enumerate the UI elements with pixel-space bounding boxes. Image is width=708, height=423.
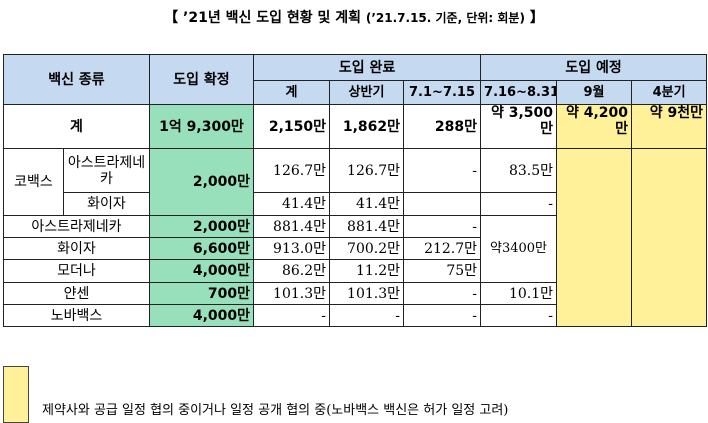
sep-pending-cell [556, 148, 633, 327]
header-first-half: 상반기 [329, 80, 404, 105]
header-jul-16-aug-31: 7.16~8.31 [480, 80, 558, 105]
astra-first-half: 881.4만 [329, 215, 404, 238]
header-q4: 4분기 [631, 80, 708, 105]
pfizer-done: 913.0만 [253, 237, 330, 260]
header-jul-1-15: 7.1~7.15 [402, 80, 482, 105]
novavax-label: 노바백스 [3, 304, 150, 327]
moderna-label: 모더나 [3, 259, 150, 283]
covax-confirmed: 2,000만 [149, 148, 254, 216]
covax-pfizer-jul-1-15 [402, 192, 482, 216]
header-row-1: 백신 종류 도입 확정 도입 완료 도입 예정 [3, 54, 708, 105]
pfizer-moderna-jul-16-aug-31: 약3400만 [480, 215, 558, 283]
astra-done: 881.4만 [253, 215, 330, 238]
q4-pending-cell [631, 148, 708, 327]
total-jul-1-15: 288만 [402, 104, 482, 149]
table-row-total: 계 1억 9,300만 2,150만 1,862만 288만 약 3,500만 … [3, 104, 708, 149]
page-title: 【 ’21년 백신 도입 현황 및 계획 (’21.7.15. 기준, 단위: … [0, 7, 708, 27]
janssen-done: 101.3만 [253, 282, 330, 305]
novavax-first-half: - [329, 304, 404, 327]
total-jul-16-aug-31: 약 3,500만 [480, 104, 558, 149]
covax-group-label: 코백스 [3, 148, 64, 216]
astra-jul-1-15: - [402, 215, 482, 238]
moderna-jul-1-15: 75만 [402, 259, 482, 283]
novavax-jul-16-aug-31: - [480, 304, 558, 327]
table-row-astra: 아스트라제네카 2,000만 881.4만 881.4만 - 약3400만 [3, 215, 707, 283]
total-q4: 약 9천만 [631, 104, 708, 149]
pfizer-jul-1-15: 212.7만 [402, 237, 482, 260]
total-confirmed: 1억 9,300만 [149, 104, 254, 149]
pfizer-confirmed: 6,600만 [149, 237, 254, 260]
header-confirmed: 도입 확정 [149, 54, 254, 105]
table-row-pfizer: 화이자 6,600만 913.0만 700.2만 212.7만 [3, 237, 707, 260]
covax-pfizer-done: 41.4만 [253, 192, 330, 216]
table-row-covax-astra: 코백스 아스트라제네카 2,000만 126.7만 126.7만 - 83.5만 [3, 148, 708, 327]
vaccine-table: 백신 종류 도입 확정 도입 완료 도입 예정 계 상반기 7.1~7.15 7… [3, 54, 708, 327]
moderna-done: 86.2만 [253, 259, 330, 283]
janssen-first-half: 101.3만 [329, 282, 404, 305]
covax-pfizer-label: 화이자 [63, 192, 150, 216]
janssen-jul-16-aug-31: 10.1만 [480, 282, 558, 305]
header-sep: 9월 [556, 80, 633, 105]
covax-astra-done: 126.7만 [253, 148, 330, 193]
header-row-2: 계 상반기 7.1~7.15 7.16~8.31 9월 4분기 [4, 80, 708, 105]
pfizer-first-half: 700.2만 [329, 237, 404, 260]
table-row-moderna: 모더나 4,000만 86.2만 11.2만 75만 [3, 259, 707, 283]
covax-pfizer-first-half: 41.4만 [329, 192, 404, 216]
total-sep: 약 4,200만 [556, 104, 633, 149]
covax-astra-label: 아스트라제네카 [63, 148, 150, 193]
moderna-first-half: 11.2만 [329, 259, 404, 283]
legend-swatch [3, 366, 29, 423]
astra-confirmed: 2,000만 [149, 215, 254, 238]
header-vaccine-type: 백신 종류 [3, 54, 150, 105]
covax-astra-jul-16-aug-31: 83.5만 [480, 148, 558, 193]
header-completed: 도입 완료 [252, 54, 482, 81]
table-row-novavax: 노바백스 4,000만 - - - - [3, 304, 707, 327]
covax-pfizer-jul-16-aug-31: - [480, 192, 558, 216]
title-end: 】 [524, 10, 544, 26]
total-done: 2,150만 [253, 104, 330, 149]
covax-astra-jul-1-15: - [402, 148, 482, 193]
novavax-done: - [253, 304, 330, 327]
table-row-covax-pfizer: 화이자 41.4만 41.4만 - [4, 192, 707, 216]
novavax-jul-1-15: - [402, 304, 482, 327]
total-first-half: 1,862만 [329, 104, 404, 149]
janssen-confirmed: 700만 [149, 282, 254, 305]
pfizer-label: 화이자 [3, 237, 150, 260]
title-main: 【 ’21년 백신 도입 현황 및 계획 [164, 10, 366, 26]
janssen-label: 얀센 [3, 282, 150, 305]
legend-text: 제약사와 공급 일정 협의 중이거나 일정 공개 협의 중(노바백스 백신은 허… [42, 403, 509, 418]
covax-astra-first-half: 126.7만 [329, 148, 404, 193]
title-subtitle: (’21.7.15. 기준, 단위: 회분) [365, 11, 525, 25]
header-planned: 도입 예정 [480, 54, 708, 81]
total-label: 계 [3, 104, 150, 149]
novavax-confirmed: 4,000만 [149, 304, 254, 327]
moderna-confirmed: 4,000만 [149, 259, 254, 283]
header-done-total: 계 [253, 80, 330, 105]
janssen-jul-1-15: - [402, 282, 482, 305]
astra-label: 아스트라제네카 [3, 215, 150, 238]
